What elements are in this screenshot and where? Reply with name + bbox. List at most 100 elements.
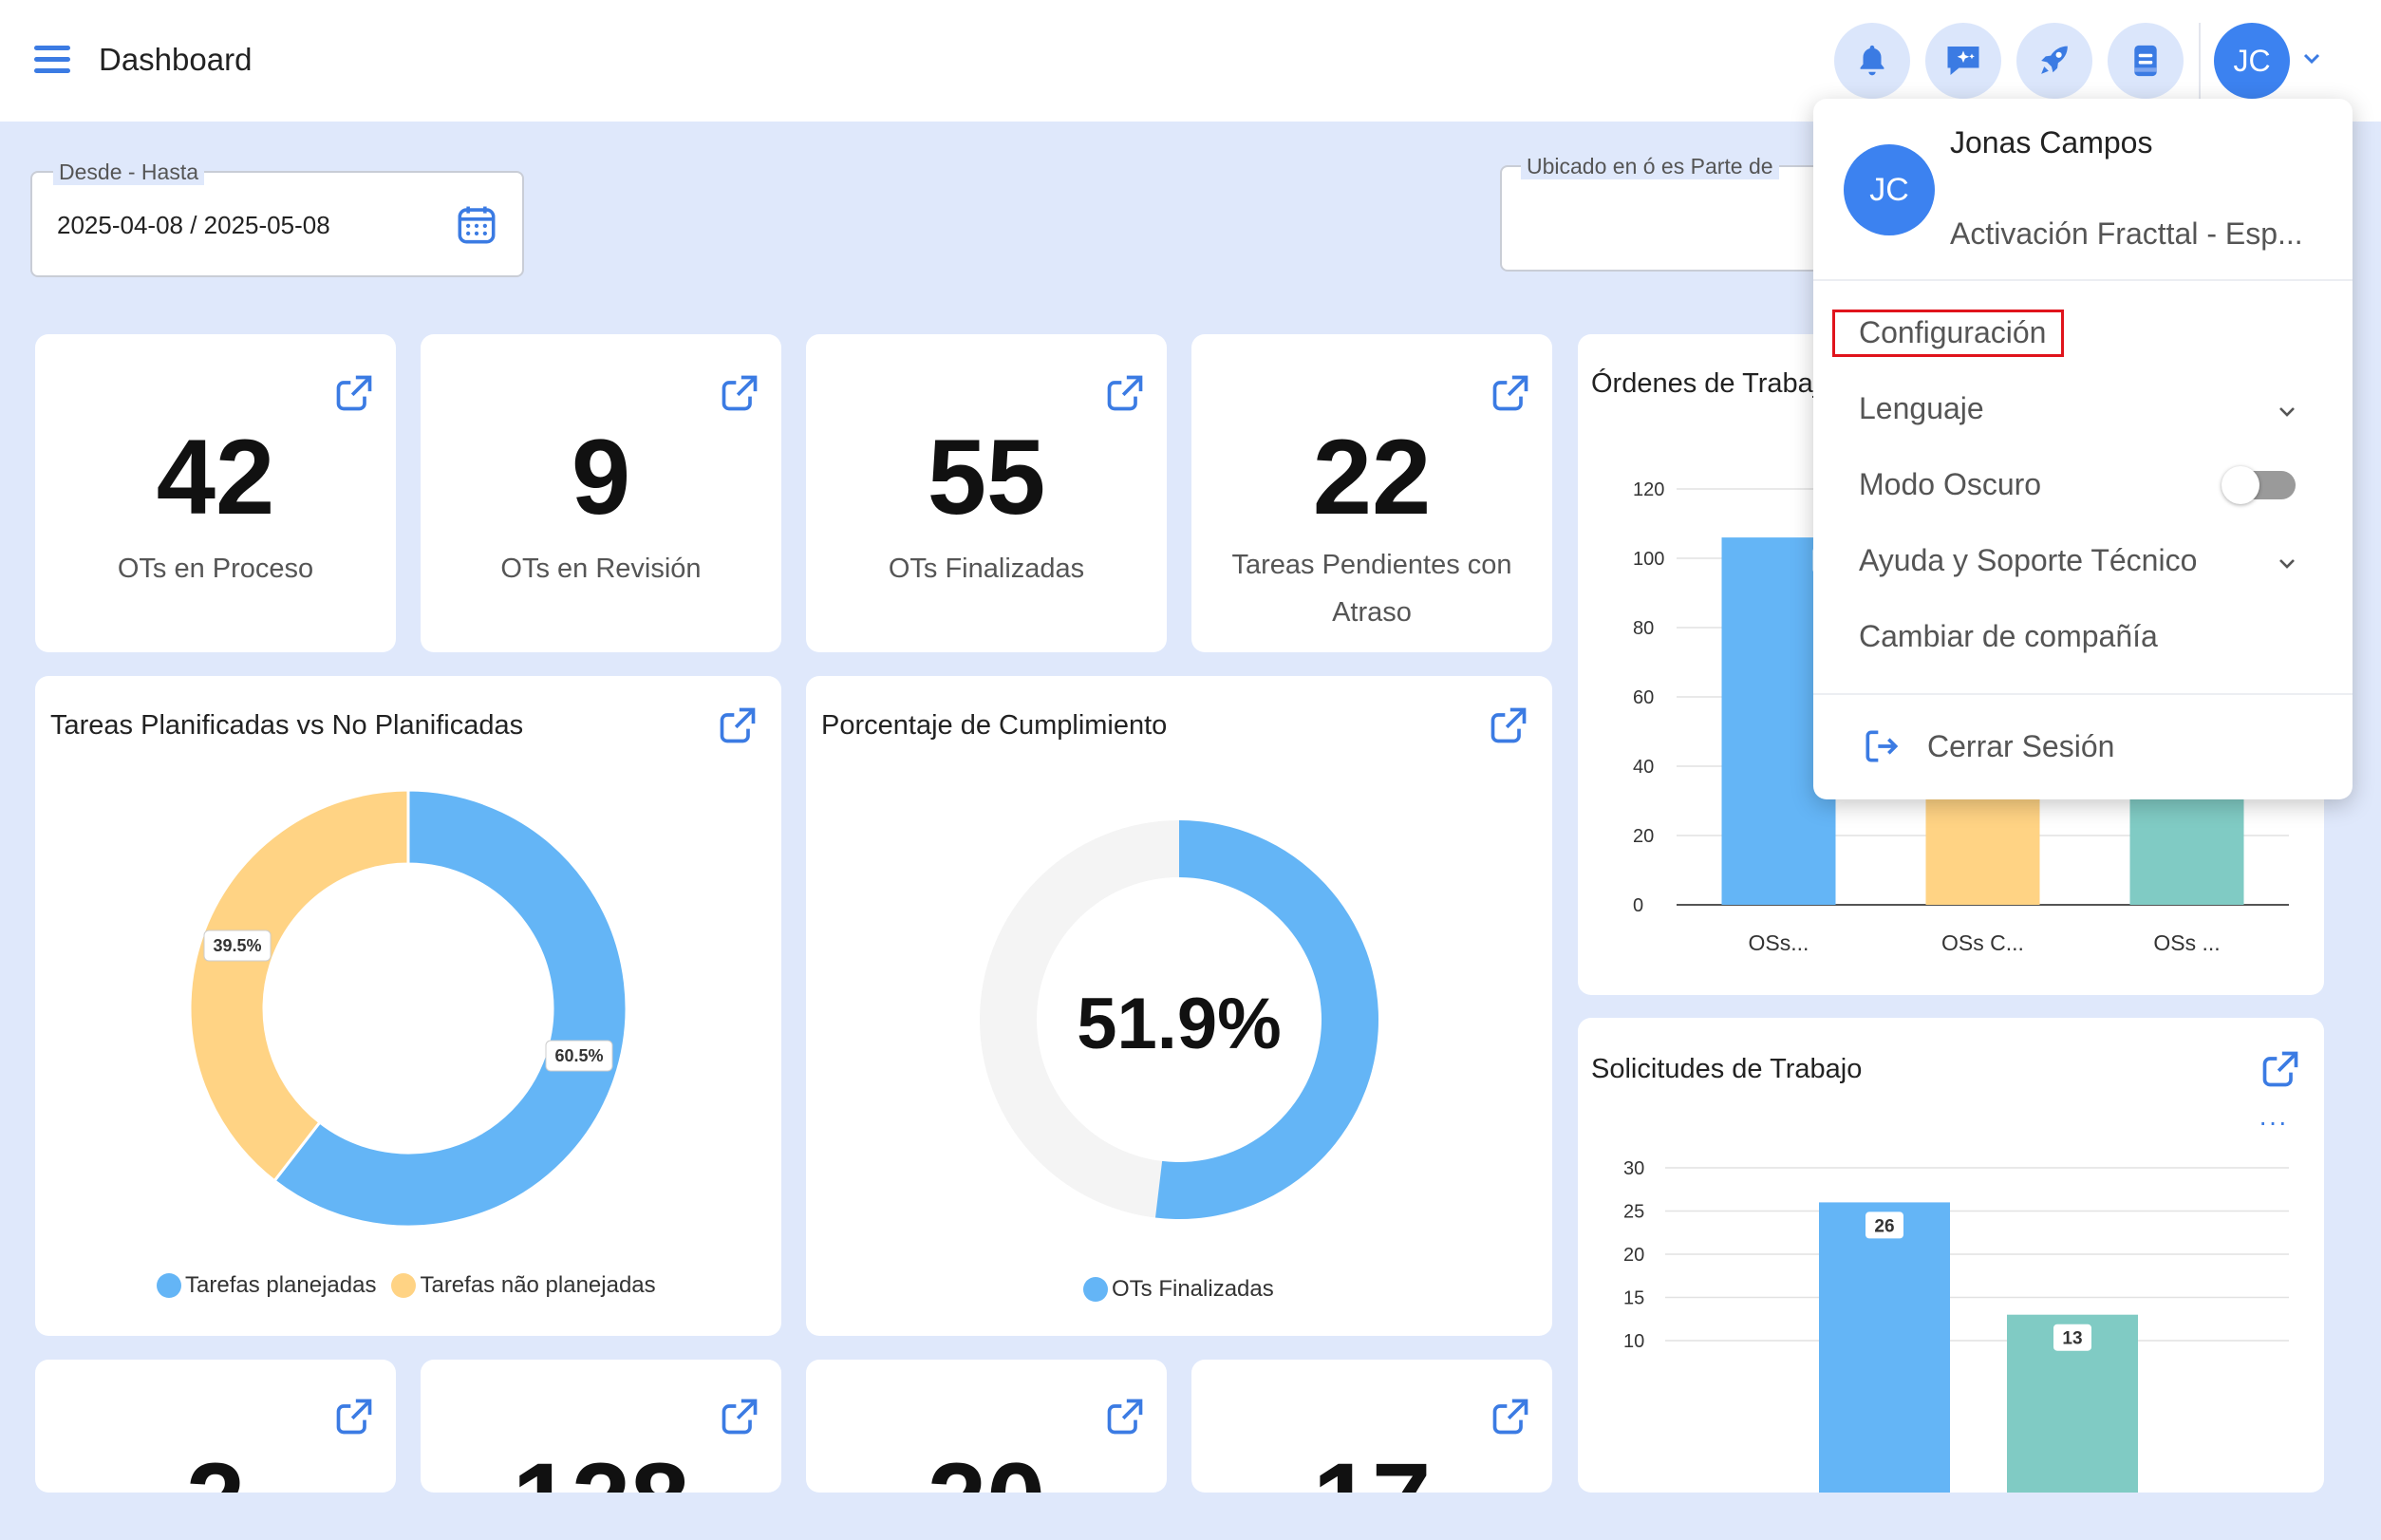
bar-value-label: 13 (2062, 1329, 2082, 1349)
docs-button[interactable] (2108, 23, 2184, 99)
slice-label-text: 39.5% (213, 936, 261, 955)
kpi-card-ots-en-proceso[interactable]: 42 OTs en Proceso (35, 334, 396, 652)
chevron-down-icon[interactable] (2277, 404, 2297, 420)
kpi-value: 128 (421, 1439, 781, 1493)
kpi-card-bottom-1[interactable]: 2 (35, 1360, 396, 1493)
menu-item-cambiar-compania[interactable]: Cambiar de compañía (1859, 619, 2158, 653)
menu-item-modo-oscuro[interactable]: Modo Oscuro (1859, 467, 2042, 501)
chart-legend: OTs Finalizadas (1083, 1276, 1274, 1303)
menu-item-ayuda[interactable]: Ayuda y Soporte Técnico (1859, 543, 2198, 577)
donut-slice-planejadas[interactable] (272, 788, 628, 1229)
kpi-label: Tareas Pendientes con Atraso (1231, 550, 1512, 628)
chevron-down-icon[interactable] (2301, 51, 2322, 66)
compliance-center-value: 51.9% (1077, 984, 1282, 1064)
card-title: Solicitudes de Trabajo (1591, 1054, 1863, 1084)
slice-label-planejadas: 60.5% (545, 1040, 613, 1072)
y-tick-label: 30 (1623, 1158, 1644, 1179)
toolbar-divider (2199, 23, 2201, 99)
chat-button[interactable] (1925, 23, 2001, 99)
y-tick-label: 120 (1633, 479, 1664, 500)
y-tick-label: 25 (1623, 1202, 1644, 1223)
y-tick-label: 10 (1623, 1331, 1644, 1352)
y-tick-label: 100 (1633, 549, 1664, 570)
external-link-icon[interactable] (333, 1396, 375, 1437)
chart-legend: Tarefas planejadas Tarefas não planejada… (157, 1272, 656, 1299)
onboarding-button[interactable] (2016, 23, 2092, 99)
card-title: Órdenes de Trabajo (1591, 368, 1835, 399)
external-link-icon[interactable] (1488, 704, 1529, 746)
slice-label-nao-planejadas: 39.5% (203, 930, 272, 962)
bar-value-label: 26 (1874, 1216, 1894, 1236)
external-link-icon[interactable] (333, 372, 375, 414)
external-link-icon[interactable] (1490, 372, 1531, 414)
user-avatar-button[interactable]: JC (2214, 23, 2290, 99)
legend-item-ots-finalizadas[interactable]: OTs Finalizadas (1112, 1276, 1274, 1302)
bell-icon (1860, 45, 1884, 76)
user-menu-avatar: JC (1844, 144, 1935, 235)
y-tick-label: 15 (1623, 1288, 1644, 1309)
page-title: Dashboard (99, 42, 253, 77)
card-title: Tareas Planificadas vs No Planificadas (50, 710, 524, 741)
notifications-button[interactable] (1834, 23, 1910, 99)
external-link-icon[interactable] (717, 704, 759, 746)
user-company: Activación Fracttal - Esp... (1950, 216, 2303, 251)
chevron-down-icon[interactable] (2277, 556, 2297, 572)
kpi-value: 9 (571, 418, 631, 536)
external-link-icon[interactable] (1104, 372, 1146, 414)
external-link-icon[interactable] (1104, 1396, 1146, 1437)
y-tick-label: 0 (1633, 895, 1643, 916)
external-link-icon[interactable] (719, 372, 760, 414)
menu-item-configuracion[interactable]: Configuración (1859, 315, 2047, 349)
kpi-card-ots-en-revision[interactable]: 9 OTs en Revisión (421, 334, 781, 652)
donut-slice-ots-finalizadas[interactable] (1154, 820, 1378, 1219)
toggle-knob (2222, 466, 2259, 504)
legend-item-nao-planejadas[interactable]: Tarefas não planejadas (420, 1272, 656, 1298)
kpi-card-ots-finalizadas[interactable]: 55 OTs Finalizadas (806, 334, 1167, 652)
kpi-card-bottom-2[interactable]: 128 (421, 1360, 781, 1493)
highlight-box (1832, 310, 2064, 357)
external-link-icon[interactable] (2259, 1048, 2301, 1090)
y-tick-label: 40 (1633, 757, 1654, 778)
external-link-icon[interactable] (719, 1396, 760, 1437)
kpi-value: 17 (1191, 1439, 1552, 1493)
y-tick-label: 60 (1633, 687, 1654, 708)
date-range-value: 2025-04-08 / 2025-05-08 (57, 211, 330, 239)
menu-item-cerrar-sesion[interactable]: Cerrar Sesión (1927, 729, 2115, 763)
legend-swatch-orange (391, 1273, 417, 1298)
card-title: Porcentaje de Cumplimiento (821, 710, 1168, 741)
x-tick-label: OSs C... (1941, 930, 2024, 955)
kpi-value: 20 (806, 1439, 1167, 1493)
rocket-icon (2041, 46, 2068, 74)
more-options-icon[interactable]: ··· (2259, 1107, 2288, 1136)
menu-item-lenguaje[interactable]: Lenguaje (1859, 391, 2296, 426)
donut-slice-nao-planejadas[interactable] (188, 788, 410, 1183)
logout-icon[interactable] (1861, 725, 1903, 767)
legend-item-planejadas[interactable]: Tarefas planejadas (185, 1272, 377, 1298)
hamburger-menu-icon[interactable] (34, 46, 70, 74)
menu-divider (1813, 279, 2353, 281)
kpi-card-tareas-pendientes[interactable]: 22 Tareas Pendientes con Atraso (1191, 334, 1552, 652)
kpi-label: OTs en Revisión (500, 554, 702, 584)
kpi-value: 2 (35, 1439, 396, 1493)
book-icon (2134, 45, 2157, 77)
menu-item-label: Lenguaje (1859, 391, 1984, 425)
kpi-card-bottom-3[interactable]: 20 (806, 1360, 1167, 1493)
kpi-value: 42 (156, 418, 275, 536)
bar[interactable] (2129, 790, 2244, 905)
external-link-icon[interactable] (1490, 1396, 1531, 1437)
date-range-field[interactable]: Desde - Hasta 2025-04-08 / 2025-05-08 (30, 160, 524, 277)
x-tick-label: OSs ... (2153, 930, 2220, 955)
dark-mode-toggle[interactable] (2222, 466, 2296, 504)
compliance-donut-chart: 51.9% (980, 820, 1378, 1219)
location-label: Ubicado en ó es Parte de (1521, 154, 1779, 179)
legend-swatch-blue (1083, 1277, 1108, 1302)
top-bar: Dashboard JC (0, 0, 2381, 122)
bar[interactable] (1819, 1202, 1950, 1493)
requests-card: Solicitudes de Trabajo ··· 30 25 20 15 10 26 1… (1578, 1018, 2324, 1493)
kpi-card-bottom-4[interactable]: 17 (1191, 1360, 1552, 1493)
planned-vs-unplanned-card: Tareas Planificadas vs No Planificadas 6… (35, 676, 781, 1336)
calendar-icon[interactable] (456, 203, 497, 247)
kpi-value: 55 (927, 418, 1046, 536)
bar[interactable] (1925, 790, 2040, 905)
kpi-value: 22 (1312, 418, 1432, 536)
